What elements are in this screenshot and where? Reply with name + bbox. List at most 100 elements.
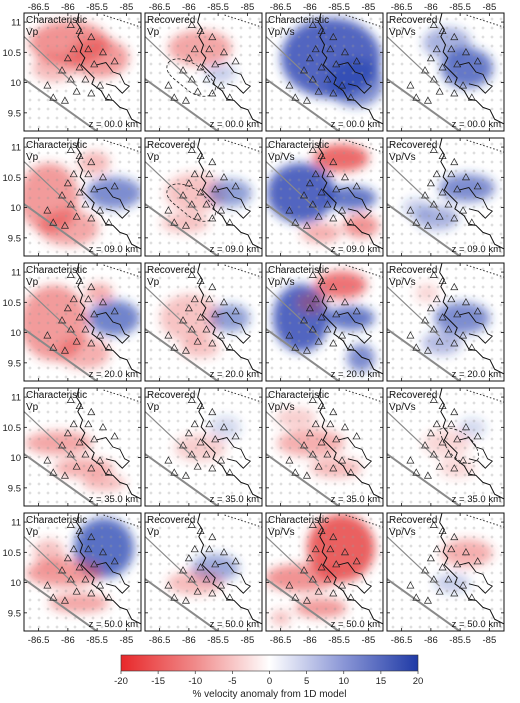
station-triangle	[179, 566, 188, 574]
station-triangle	[412, 593, 421, 601]
trench-line	[266, 328, 340, 381]
station-triangle	[429, 575, 438, 583]
grid-nodes	[149, 142, 261, 254]
station-triangle	[211, 560, 220, 568]
border-line	[466, 514, 504, 528]
station-triangle	[302, 346, 311, 354]
coastline	[318, 13, 383, 125]
station-triangle	[329, 89, 338, 97]
station-triangle	[205, 419, 214, 428]
station-triangle	[435, 462, 444, 470]
panel-title: Characteristic	[26, 515, 87, 526]
station-triangle	[98, 548, 107, 556]
station-triangle	[84, 419, 93, 428]
station-triangle	[187, 520, 196, 528]
y-tick-label: 9.5	[8, 108, 21, 119]
station-triangle	[308, 75, 317, 83]
panel-title: Recovered	[147, 390, 195, 401]
anomaly-field	[423, 27, 493, 88]
x-tick-label-bottom: -85.5	[207, 635, 229, 646]
station-triangle	[87, 589, 96, 597]
station-triangle	[473, 557, 482, 565]
station-triangle	[49, 218, 58, 226]
left-axis: 11 10.5 10 9.5 11 10.5 10 9.5 11 10.5 10 9.5 11 10.5 1…	[3, 18, 22, 620]
station-triangle	[231, 182, 240, 190]
fault-line	[24, 36, 78, 87]
y-tick-label: 10.5	[3, 48, 22, 59]
station-triangle	[96, 581, 105, 589]
gulf-coastline	[217, 437, 252, 469]
station-triangle	[426, 54, 435, 62]
panel-frame	[265, 137, 384, 257]
fault-line	[266, 161, 320, 212]
y-tick-label: 9.5	[8, 233, 21, 244]
station-triangle	[438, 276, 447, 285]
station-triangle	[300, 66, 309, 74]
station-triangle	[208, 32, 217, 41]
station-triangle	[170, 593, 179, 601]
station-triangle	[447, 419, 456, 428]
coastline	[76, 138, 141, 250]
station-triangle	[317, 438, 326, 446]
station-triangle	[421, 191, 430, 199]
station-triangle	[412, 218, 421, 226]
station-triangle	[170, 343, 179, 351]
station-triangle	[60, 96, 69, 104]
grid-nodes	[270, 142, 382, 254]
x-tick-label-bottom: -85	[120, 635, 134, 646]
station-triangle	[308, 450, 317, 458]
x-tick-label-bottom: -86.5	[149, 635, 171, 646]
coastline	[197, 513, 262, 625]
station-triangle	[75, 276, 84, 285]
station-triangle	[219, 423, 228, 431]
gulf-coastline	[459, 437, 494, 469]
fault-line	[145, 411, 199, 462]
station-triangle	[208, 214, 217, 222]
station-triangle	[473, 182, 482, 190]
station-triangle	[340, 48, 349, 56]
station-triangle	[338, 81, 347, 89]
station-markers	[164, 270, 240, 354]
station-triangle	[346, 93, 355, 101]
station-triangle	[429, 20, 438, 28]
panel-frame	[265, 12, 384, 132]
station-triangle	[205, 169, 214, 178]
station-triangle	[429, 145, 438, 153]
station-triangle	[87, 214, 96, 222]
x-tick-label-top: -85.5	[449, 2, 471, 13]
trench-line	[387, 578, 461, 631]
station-triangle	[66, 200, 75, 208]
grid-nodes	[28, 267, 140, 379]
colorbar-tick-label: 5	[304, 676, 309, 687]
border-line	[466, 389, 504, 403]
station-triangle	[87, 339, 96, 347]
station-triangle	[90, 560, 99, 568]
coastline	[76, 263, 141, 375]
station-triangle	[406, 581, 415, 589]
depth-label: z = 50.0 km	[452, 619, 501, 630]
station-triangle	[432, 544, 441, 553]
station-triangle	[406, 81, 415, 89]
station-triangle	[164, 456, 173, 464]
trench-line	[24, 453, 98, 506]
coastline	[439, 513, 504, 625]
y-tick-label: 10	[10, 578, 21, 589]
station-triangle	[58, 441, 67, 449]
station-triangle	[311, 44, 320, 53]
border-line	[103, 264, 141, 278]
station-triangle	[326, 544, 335, 553]
station-triangle	[426, 554, 435, 562]
station-triangle	[340, 423, 349, 431]
station-triangle	[202, 325, 211, 333]
station-triangle	[179, 316, 188, 324]
bottom-axis: -86.5 -86 -85.5 -85 -86.5 -86 -85.5 -85 -86.5 -86…	[28, 635, 496, 646]
station-triangle	[179, 441, 188, 449]
station-triangle	[308, 325, 317, 333]
station-triangle	[231, 307, 240, 315]
station-triangle	[58, 66, 67, 74]
x-tick-label-top: -86.5	[270, 2, 292, 13]
station-markers	[164, 520, 240, 604]
station-triangle	[190, 294, 199, 303]
station-triangle	[196, 313, 205, 321]
